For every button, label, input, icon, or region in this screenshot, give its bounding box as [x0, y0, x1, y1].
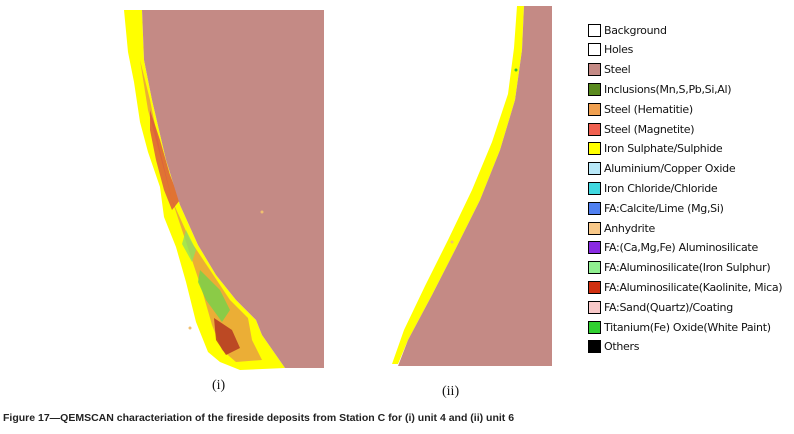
legend-label: Steel (Hematitie)	[604, 102, 693, 116]
legend-item: Iron Sulphate/Sulphide	[588, 140, 723, 158]
legend-item: FA:(Ca,Mg,Fe) Aluminosilicate	[588, 239, 758, 257]
legend-item: Holes	[588, 41, 633, 59]
legend-item: FA:Sand(Quartz)/Coating	[588, 298, 733, 316]
legend-swatch	[588, 142, 601, 156]
scan-panel-unit-4	[124, 10, 324, 370]
legend-label: Others	[604, 340, 640, 354]
deposit-patch-green-2	[182, 230, 196, 262]
legend-label: Steel	[604, 63, 631, 77]
legend-label: FA:Aluminosilicate(Kaolinite, Mica)	[604, 280, 783, 294]
deposit-layer-yellow-unit-6	[392, 6, 524, 364]
legend-label: Iron Chloride/Chloride	[604, 181, 718, 195]
steel-region-unit-4	[142, 10, 324, 368]
legend-label: Titanium(Fe) Oxide(White Paint)	[604, 320, 771, 334]
legend-swatch	[588, 122, 601, 136]
deposit-patch-dark-red	[214, 318, 240, 355]
legend-label: Inclusions(Mn,S,Pb,Si,Al)	[604, 82, 732, 96]
legend-item: Others	[588, 338, 639, 356]
legend-swatch	[588, 23, 601, 37]
qemscan-scans	[124, 6, 552, 370]
legend-item: Iron Chloride/Chloride	[588, 179, 718, 197]
legend-swatch	[588, 63, 601, 77]
legend-label: Holes	[604, 43, 634, 57]
legend-swatch	[588, 280, 601, 294]
legend-swatch	[588, 181, 601, 195]
legend-label: Steel (Magnetite)	[604, 122, 695, 136]
legend-swatch	[588, 340, 601, 354]
deposit-core-orange	[140, 60, 262, 362]
legend-item: Titanium(Fe) Oxide(White Paint)	[588, 318, 771, 336]
deposit-speck	[450, 240, 454, 244]
deposit-speck	[260, 210, 264, 214]
panel-label-ii: (ii)	[442, 384, 460, 399]
legend-swatch	[588, 201, 601, 215]
legend-item: Aluminium/Copper Oxide	[588, 160, 736, 178]
legend-label: FA:(Ca,Mg,Fe) Aluminosilicate	[604, 241, 758, 255]
legend-swatch	[588, 102, 601, 116]
figure-caption: Figure 17—QEMSCAN characteriation of the…	[3, 412, 515, 424]
panel-label-i: (i)	[212, 378, 226, 393]
legend-label: FA:Sand(Quartz)/Coating	[604, 300, 733, 314]
legend-swatch	[588, 162, 601, 176]
legend-swatch	[588, 43, 601, 57]
legend-label: Aluminium/Copper Oxide	[604, 162, 736, 176]
legend-swatch	[588, 261, 601, 275]
legend-item: Background	[588, 21, 667, 39]
legend-item: Anhydrite	[588, 219, 655, 237]
scan-panel-unit-6	[392, 6, 552, 366]
legend-item: Steel	[588, 61, 631, 79]
deposit-patch-green	[198, 270, 230, 322]
legend-label: Iron Sulphate/Sulphide	[604, 142, 723, 156]
legend-swatch	[588, 241, 601, 255]
steel-region-unit-6	[398, 6, 552, 366]
legend-swatch	[588, 320, 601, 334]
legend-label: FA:Aluminosilicate(Iron Sulphur)	[604, 261, 771, 275]
legend-label: Background	[604, 23, 667, 37]
legend-item: Steel (Hematitie)	[588, 100, 693, 118]
legend-swatch	[588, 300, 601, 314]
legend-item: FA:Aluminosilicate(Kaolinite, Mica)	[588, 278, 783, 296]
legend-item: Steel (Magnetite)	[588, 120, 695, 138]
legend-swatch	[588, 82, 601, 96]
deposit-speck	[188, 326, 192, 330]
legend-item: FA:Aluminosilicate(Iron Sulphur)	[588, 259, 771, 277]
legend-item: FA:Calcite/Lime (Mg,Si)	[588, 199, 724, 217]
legend-label: Anhydrite	[604, 221, 655, 235]
legend-label: FA:Calcite/Lime (Mg,Si)	[604, 201, 724, 215]
deposit-speck	[514, 68, 518, 72]
legend-item: Inclusions(Mn,S,Pb,Si,Al)	[588, 80, 732, 98]
deposit-patch-red	[150, 110, 180, 210]
legend-swatch	[588, 221, 601, 235]
